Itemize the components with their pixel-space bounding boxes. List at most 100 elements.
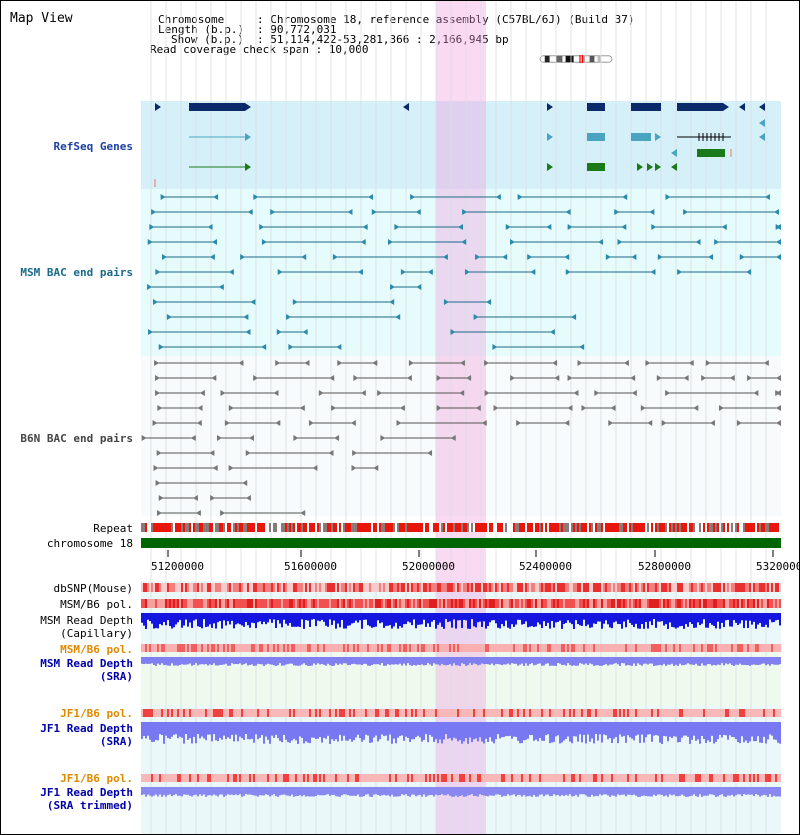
heat-strip-mark xyxy=(655,644,657,652)
heat-strip-mark xyxy=(527,709,529,717)
heat-strip-mark xyxy=(759,583,761,592)
heat-strip-mark xyxy=(235,644,237,652)
heat-strip-mark xyxy=(767,644,769,652)
depth-bar xyxy=(655,613,657,628)
msm-b6-pol-label[interactable]: MSM/B6 pol. xyxy=(60,598,133,611)
selected-region-highlight[interactable] xyxy=(436,1,486,834)
heat-strip-mark xyxy=(427,583,429,592)
bac-end-mark xyxy=(332,254,338,260)
heat-strip-mark xyxy=(389,644,391,652)
heat-strip-mark xyxy=(331,599,333,608)
heat-strip-mark xyxy=(587,583,589,592)
depth-bar xyxy=(569,722,571,742)
repeat-mark xyxy=(353,523,355,532)
depth-bar xyxy=(531,657,533,664)
msm-bac-label[interactable]: MSM BAC end pairs xyxy=(20,266,133,279)
depth-bar xyxy=(379,657,381,665)
heat-strip-mark xyxy=(483,774,485,782)
depth-bar xyxy=(609,722,611,738)
heat-strip-mark xyxy=(677,599,679,608)
jf1-depth-sra-label[interactable]: JF1 Read Depth xyxy=(40,722,133,735)
depth-bar xyxy=(407,657,409,664)
bac-end-mark xyxy=(567,405,573,411)
heat-strip-mark xyxy=(483,644,485,652)
heat-strip-mark xyxy=(585,774,587,782)
heat-strip-mark xyxy=(201,774,203,782)
repeat-mark xyxy=(561,523,563,532)
heat-strip-mark xyxy=(719,583,721,592)
heat-strip-mark xyxy=(399,583,401,592)
heat-strip-mark xyxy=(421,599,423,608)
repeat-mark xyxy=(383,523,385,532)
repeat-mark xyxy=(687,523,689,532)
heat-strip-mark xyxy=(239,774,241,782)
heat-strip-mark xyxy=(485,583,487,592)
repeat-mark xyxy=(237,523,239,532)
refseq-label[interactable]: RefSeq Genes xyxy=(53,140,133,153)
heat-strip-mark xyxy=(325,599,327,608)
heat-strip-mark xyxy=(511,599,513,608)
jf1-depth-trim-label[interactable]: JF1 Read Depth xyxy=(40,786,133,799)
depth-bar xyxy=(763,787,765,795)
heat-strip-mark xyxy=(295,774,297,782)
heat-strip-mark xyxy=(259,599,261,608)
msm-b6-pol-2-label[interactable]: MSM/B6 pol. xyxy=(60,643,133,656)
heat-strip-mark xyxy=(717,774,719,782)
depth-bar xyxy=(375,787,377,795)
msm-depth-sra-label[interactable]: MSM Read Depth xyxy=(40,657,133,670)
depth-bar xyxy=(749,613,751,621)
depth-bar xyxy=(347,657,349,666)
depth-bar xyxy=(205,657,207,665)
heat-strip-mark xyxy=(745,709,747,717)
heat-strip-mark xyxy=(213,583,215,592)
depth-bar xyxy=(315,787,317,796)
depth-bar xyxy=(349,722,351,740)
depth-bar xyxy=(739,722,741,744)
heat-strip-mark xyxy=(435,774,437,782)
heat-strip-mark xyxy=(369,599,371,608)
depth-bar xyxy=(681,787,683,795)
chromosome-key: Chromosome xyxy=(158,13,225,26)
heat-strip-mark xyxy=(285,774,287,782)
repeat-mark xyxy=(627,523,629,532)
heat-strip-mark xyxy=(497,599,499,608)
heat-strip-mark xyxy=(541,644,543,652)
heat-strip-mark xyxy=(641,583,643,592)
heat-strip-mark xyxy=(387,583,389,592)
heat-strip-mark xyxy=(275,644,277,652)
jf1-b6-pol-2-label[interactable]: JF1/B6 pol. xyxy=(60,772,133,785)
depth-bar xyxy=(275,787,277,797)
depth-bar xyxy=(707,657,709,665)
heat-strip-mark xyxy=(337,774,339,782)
repeat-mark xyxy=(563,523,565,532)
depth-bar xyxy=(211,787,213,796)
depth-bar xyxy=(225,787,227,796)
heat-strip-mark xyxy=(695,583,697,592)
depth-bar xyxy=(655,722,657,736)
chromosome-label[interactable]: chromosome 18 xyxy=(46,537,133,550)
heat-strip-mark xyxy=(657,709,659,717)
heat-strip-mark xyxy=(151,709,153,717)
heat-strip-mark xyxy=(445,599,447,608)
depth-bar xyxy=(457,613,459,621)
dbsnp-label[interactable]: dbSNP(Mouse) xyxy=(53,582,133,595)
repeat-label[interactable]: Repeat xyxy=(93,522,133,535)
heat-strip-mark xyxy=(193,774,195,782)
depth-bar xyxy=(207,787,209,796)
msm-depth-cap-label[interactable]: MSM Read Depth xyxy=(40,614,133,627)
heat-strip-mark xyxy=(631,709,633,717)
heat-strip-mark xyxy=(247,709,249,717)
b6n-bac-label[interactable]: B6N BAC end pairs xyxy=(20,432,133,445)
depth-bar xyxy=(573,657,575,666)
chromosome-ideogram[interactable] xyxy=(531,55,621,63)
depth-bar xyxy=(755,787,757,795)
heat-strip-mark xyxy=(395,709,397,717)
heat-strip-mark xyxy=(433,599,435,608)
jf1-b6-pol-label[interactable]: JF1/B6 pol. xyxy=(60,707,133,720)
heat-strip-mark xyxy=(681,709,683,717)
depth-bar xyxy=(339,722,341,735)
depth-bar xyxy=(771,787,773,797)
repeat-mark xyxy=(491,523,493,532)
depth-bar xyxy=(255,613,257,629)
